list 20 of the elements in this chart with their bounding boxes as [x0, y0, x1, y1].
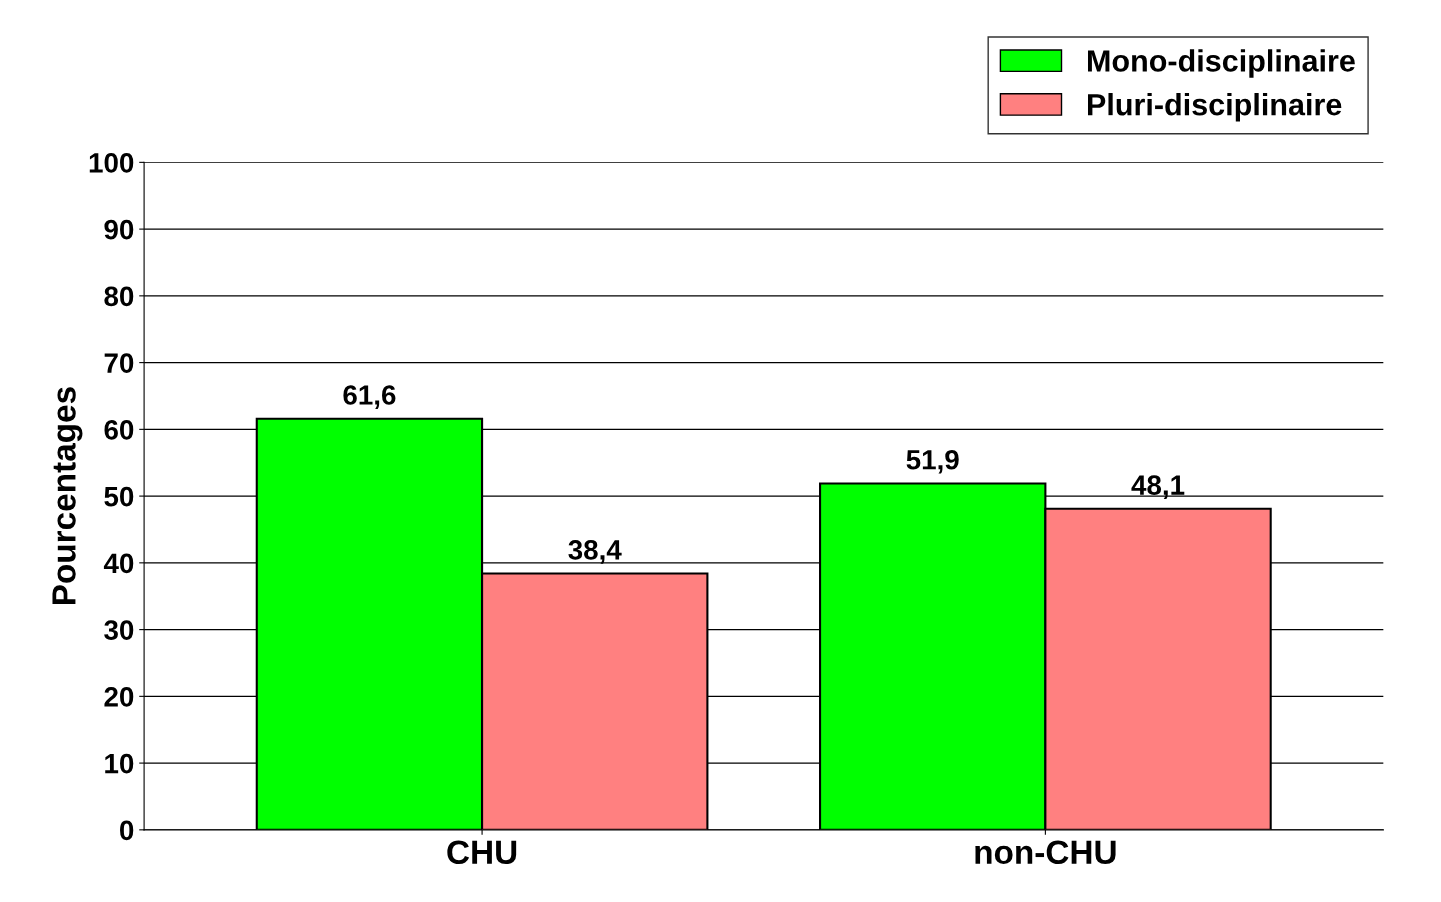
data-label: 61,6	[343, 385, 396, 409]
y-tick-label: 60	[104, 420, 134, 440]
legend-label: Mono-disciplinaire	[1088, 49, 1355, 78]
y-tick-label: 90	[104, 219, 134, 240]
x-tick-label: CHU	[447, 840, 517, 865]
y-tick-label: 30	[104, 620, 134, 640]
data-label: 48,1	[1131, 475, 1185, 499]
y-tick-label: 40	[103, 553, 134, 574]
y-tick-label: 0	[120, 820, 134, 841]
y-tick-label: 100	[89, 153, 134, 173]
legend-label: Pluri-disciplinaire	[1088, 93, 1342, 122]
y-tick-label: 70	[104, 353, 134, 373]
data-label: 38,4	[568, 540, 622, 564]
y-tick-label: 50	[104, 486, 134, 507]
x-tick-label: non-CHU	[975, 840, 1116, 865]
y-tick-label: 20	[104, 687, 134, 707]
y-axis-title: Pourcentages	[52, 387, 83, 605]
y-tick-label: 10	[105, 753, 134, 774]
y-tick-label: 80	[104, 286, 134, 307]
data-label: 51,9	[906, 449, 959, 474]
